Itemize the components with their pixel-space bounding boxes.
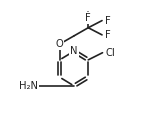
Text: O: O (56, 39, 64, 49)
Text: F: F (85, 13, 91, 23)
Text: F: F (105, 30, 110, 40)
Text: N: N (70, 46, 78, 56)
Text: Cl: Cl (106, 48, 115, 58)
Text: F: F (105, 16, 110, 26)
Text: H₂N: H₂N (19, 81, 38, 91)
